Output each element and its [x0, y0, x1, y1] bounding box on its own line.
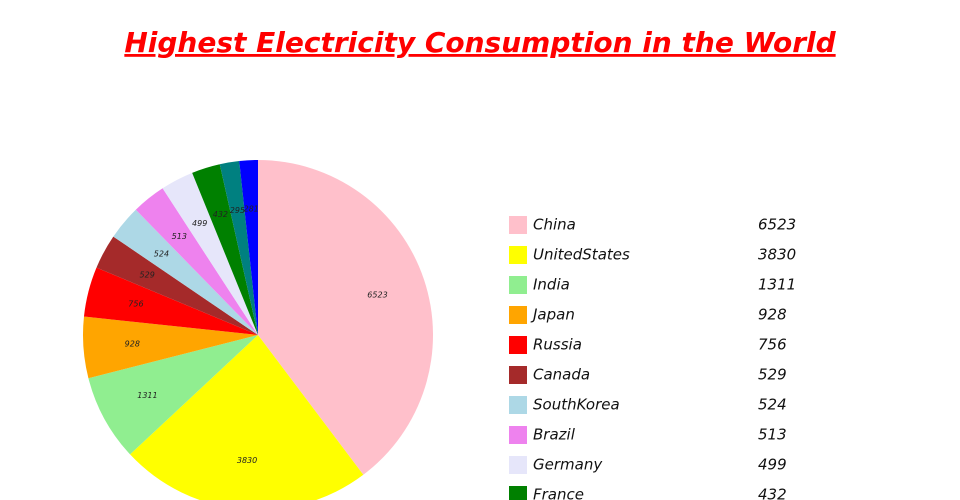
- pie-slice: [83, 316, 258, 379]
- pie-slice: [113, 209, 258, 335]
- legend-label: Russia: [533, 336, 582, 354]
- legend-label: China: [533, 216, 576, 234]
- slice-label: 281: [244, 205, 259, 214]
- slice-label: 1311: [137, 391, 157, 400]
- legend-swatch: [509, 306, 527, 324]
- legend-value: 524: [758, 396, 787, 414]
- pie-slice: [96, 236, 258, 335]
- legend-swatch: [509, 276, 527, 294]
- legend-value: 1311: [758, 276, 796, 294]
- pie-slice: [135, 188, 258, 335]
- slice-label: 524: [154, 250, 169, 259]
- pie-slice: [219, 161, 258, 335]
- legend-swatch: [509, 426, 527, 444]
- legend-value: 756: [758, 336, 787, 354]
- legend-value: 513: [758, 426, 787, 444]
- pie-slice: [162, 172, 258, 335]
- pie-slice: [88, 335, 258, 455]
- legend-label: Canada: [533, 366, 590, 384]
- pie-slice: [192, 164, 258, 335]
- legend-label: Brazil: [533, 426, 576, 444]
- legend-value: 928: [758, 306, 787, 324]
- legend-label: Japan: [530, 306, 575, 324]
- pie-slice: [239, 160, 258, 335]
- legend-label: France: [533, 486, 584, 500]
- legend-label: UnitedStates: [533, 246, 630, 264]
- legend-swatch: [509, 456, 527, 474]
- slice-label: 529: [140, 271, 155, 280]
- legend-value: 6523: [758, 216, 796, 234]
- chart-title: Highest Electricity Consumption in the W…: [124, 26, 836, 59]
- slice-label: 3830: [237, 456, 257, 465]
- pie-slice: [130, 335, 364, 500]
- legend-value: 499: [758, 456, 787, 474]
- legend-swatch: [509, 216, 527, 234]
- slice-label: 513: [172, 232, 187, 241]
- legend-swatch: [509, 336, 527, 354]
- pie-slice: [258, 160, 434, 475]
- legend-swatch: [509, 396, 527, 414]
- legend-value: 432: [758, 486, 787, 500]
- legend-swatch: [509, 486, 527, 500]
- slice-label: 432: [213, 210, 228, 219]
- legend-swatch: [509, 366, 527, 384]
- legend-label: SouthKorea: [533, 396, 620, 414]
- slice-label: 499: [192, 219, 207, 228]
- legend-label: India: [533, 276, 570, 294]
- legend-label: Germany: [533, 456, 603, 474]
- legend-swatch: [509, 246, 527, 264]
- pie-slice: [83, 267, 258, 335]
- legend-value: 3830: [758, 246, 796, 264]
- slice-label: 928: [125, 340, 140, 349]
- slice-label: 295: [230, 206, 245, 215]
- legend-value: 529: [758, 366, 787, 384]
- slice-label: 756: [128, 299, 143, 308]
- slice-label: 6523: [367, 291, 387, 300]
